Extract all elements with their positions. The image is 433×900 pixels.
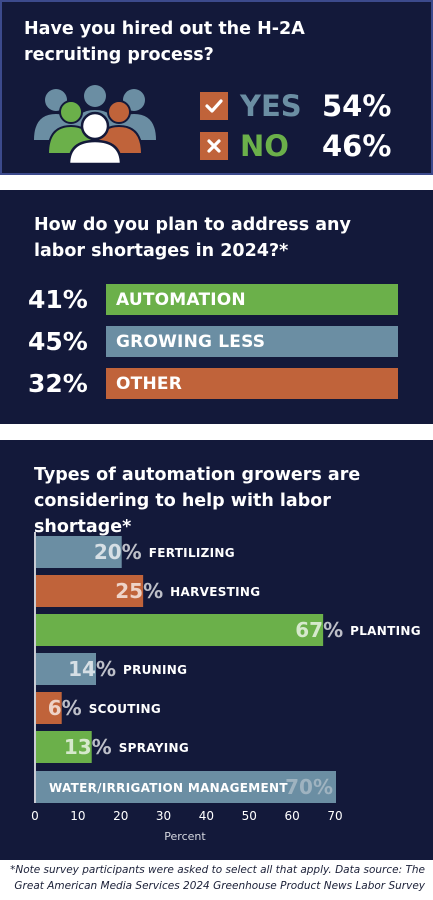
chart-bar [36, 575, 144, 607]
value-label: 6% [48, 696, 82, 720]
category-label: SCOUTING [89, 702, 161, 716]
value-label: 14% [68, 657, 116, 681]
plan-bar: OTHER [106, 368, 398, 399]
x-icon [200, 132, 228, 160]
category-label: PRUNING [123, 663, 187, 677]
x-tick-label: 60 [285, 809, 300, 823]
x-tick-label: 70 [327, 809, 342, 823]
no-percent: 46% [322, 129, 392, 163]
plan-percent: 41% [28, 285, 88, 314]
x-tick-label: 20 [113, 809, 128, 823]
yes-percent: 54% [322, 89, 392, 123]
value-label: 25% [115, 579, 163, 603]
no-label: NO [240, 129, 289, 163]
h2a-question: Have you hired out the H-2A recruiting p… [24, 19, 305, 65]
chart-bar [36, 536, 122, 568]
people-group-icon [34, 85, 156, 164]
plan-row-automation: 41% AUTOMATION [28, 284, 398, 315]
yes-label: YES [240, 89, 302, 123]
plan-bar: GROWING LESS [106, 326, 398, 357]
value-label: 20% [94, 540, 142, 564]
no-row: NO 46% [200, 128, 391, 164]
plan-row-growing-less: 45% GROWING LESS [28, 326, 398, 357]
chart-bar [36, 771, 336, 803]
h2a-panel: Have you hired out the H-2A recruiting p… [0, 0, 433, 175]
x-tick-label: 30 [156, 809, 171, 823]
value-label: 70% [285, 775, 333, 799]
chart-bar [36, 614, 324, 646]
x-axis-label: Percent [164, 830, 206, 843]
x-tick-label: 40 [199, 809, 214, 823]
plan-bar: AUTOMATION [106, 284, 398, 315]
labor-plan-panel: How do you plan to address any labor sho… [0, 190, 433, 424]
plan-percent: 32% [28, 369, 88, 398]
chart-bar [36, 692, 62, 724]
category-label: FERTILIZING [149, 546, 235, 560]
category-label: PLANTING [350, 624, 421, 638]
chart-bar [36, 653, 96, 685]
plan-percent: 45% [28, 327, 88, 356]
x-tick-label: 50 [242, 809, 257, 823]
check-icon [200, 92, 228, 120]
x-tick-label: 0 [31, 809, 39, 823]
value-label: 67% [295, 618, 343, 642]
plan-row-other: 32% OTHER [28, 368, 398, 399]
labor-plan-question: How do you plan to address any labor sho… [34, 215, 351, 261]
yes-row: YES 54% [200, 88, 391, 124]
value-label: 13% [64, 735, 112, 759]
category-label: WATER/IRRIGATION MANAGEMENT [49, 781, 288, 795]
automation-question: Types of automation growers are consider… [34, 465, 361, 537]
category-label: SPRAYING [119, 741, 189, 755]
category-label: HARVESTING [170, 585, 260, 599]
footnote: *Note survey participants were asked to … [10, 864, 425, 892]
chart-bar [36, 731, 92, 763]
x-tick-label: 10 [70, 809, 85, 823]
